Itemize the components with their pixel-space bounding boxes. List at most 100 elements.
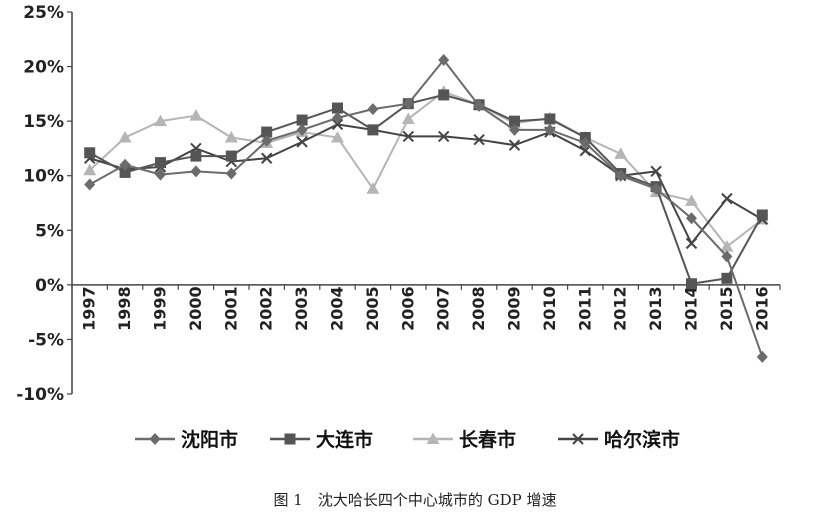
legend: 沈阳市 大连市 长春市 哈尔滨市	[135, 428, 680, 451]
data-point	[509, 115, 520, 127]
x-tick-label: 2010	[540, 286, 559, 331]
series-lines	[83, 54, 769, 363]
data-point	[332, 111, 343, 124]
legend-label: 大连市	[316, 428, 373, 451]
data-point	[402, 97, 414, 110]
x-tick-label: 2013	[646, 286, 665, 331]
x-marker-stroke	[508, 139, 521, 151]
y-tick-label: -10%	[16, 385, 64, 405]
data-point	[438, 54, 450, 67]
data-point	[224, 131, 238, 143]
data-point	[509, 123, 520, 136]
x-tick-label: 2000	[186, 286, 205, 331]
x-tick-label: 1998	[115, 286, 134, 331]
data-point	[155, 168, 166, 181]
x-tick-label: 2008	[469, 286, 488, 331]
x-tick-label: 2011	[575, 286, 594, 331]
x-tick-label: 2006	[398, 286, 417, 331]
data-point	[686, 278, 697, 290]
x-marker-stroke	[650, 165, 662, 178]
data-point	[260, 152, 273, 164]
data-point	[685, 194, 698, 206]
legend-entry: 哈尔滨市	[558, 428, 680, 451]
data-point	[685, 237, 698, 250]
series-x	[83, 118, 769, 250]
x-marker-stroke	[260, 152, 273, 164]
x-marker-stroke	[473, 133, 485, 146]
data-point	[402, 130, 415, 143]
data-point	[473, 99, 485, 112]
data-point	[401, 112, 415, 124]
y-tick-label: 20%	[23, 58, 64, 78]
data-point	[190, 165, 202, 178]
series-line	[89, 90, 763, 249]
x-marker-stroke	[685, 237, 698, 250]
data-point	[437, 130, 450, 143]
data-point	[225, 167, 237, 180]
axes: 25% 20% 15% 10% 5% 0% -5% -10% 1997 1998 1999 2000 2…	[16, 3, 781, 405]
x-tick-label: 2007	[434, 286, 453, 331]
x-tick-label: 2009	[505, 286, 524, 331]
x-tick-label: 2001	[221, 286, 240, 331]
x-tick-label: 2012	[611, 286, 630, 331]
x-marker-stroke	[331, 118, 344, 131]
legend-entry: 长春市	[413, 428, 516, 451]
data-point	[83, 163, 97, 176]
data-point	[190, 150, 202, 162]
data-point	[118, 131, 132, 143]
series-triangle	[83, 85, 769, 252]
data-point	[189, 109, 203, 121]
y-tick-label: 5%	[35, 221, 64, 241]
data-point	[261, 134, 273, 147]
data-point	[332, 102, 343, 114]
data-point	[721, 272, 733, 284]
data-point	[331, 118, 344, 131]
figure-caption: 图 1 沈大哈长四个中心城市的 GDP 增速	[274, 491, 557, 509]
x-marker-stroke	[296, 136, 308, 148]
y-tick-label: 15%	[23, 112, 64, 132]
legend-label: 长春市	[459, 428, 516, 451]
x-tick-label: 1997	[80, 286, 99, 331]
data-point	[721, 192, 733, 205]
data-point	[225, 150, 237, 162]
data-point	[544, 113, 556, 125]
series-diamond	[84, 54, 768, 363]
legend-marker	[149, 433, 161, 445]
legend-marker	[284, 433, 296, 445]
y-tick-label: 25%	[23, 3, 64, 23]
data-point	[261, 126, 273, 138]
data-point	[119, 158, 131, 171]
data-point	[154, 114, 167, 127]
series-line	[89, 123, 763, 246]
legend-marker	[426, 432, 440, 444]
data-point	[367, 124, 379, 136]
series-line	[89, 93, 764, 285]
data-point	[650, 165, 662, 178]
data-point	[296, 123, 308, 136]
data-point	[155, 157, 166, 169]
data-point	[296, 136, 308, 148]
data-point	[331, 131, 344, 143]
data-point	[756, 350, 768, 363]
data-point	[544, 123, 556, 136]
x-tick-label: 2005	[363, 286, 382, 331]
data-point	[720, 240, 734, 252]
y-tick-label: 0%	[35, 276, 64, 296]
data-point	[438, 89, 450, 101]
data-point	[84, 178, 96, 191]
data-point	[84, 147, 96, 159]
data-point	[614, 147, 628, 159]
data-point	[119, 166, 131, 178]
data-point	[296, 114, 308, 126]
x-tick-label: 2015	[717, 286, 736, 331]
y-tick-label: 10%	[23, 167, 64, 187]
x-marker-stroke	[721, 192, 733, 205]
x-tick-label: 2002	[257, 286, 276, 331]
data-point	[650, 182, 662, 195]
x-marker-stroke	[572, 433, 584, 445]
data-point	[366, 182, 380, 194]
series-line	[89, 58, 764, 358]
x-tick-label: 1999	[151, 286, 170, 331]
x-marker-stroke	[402, 130, 415, 143]
